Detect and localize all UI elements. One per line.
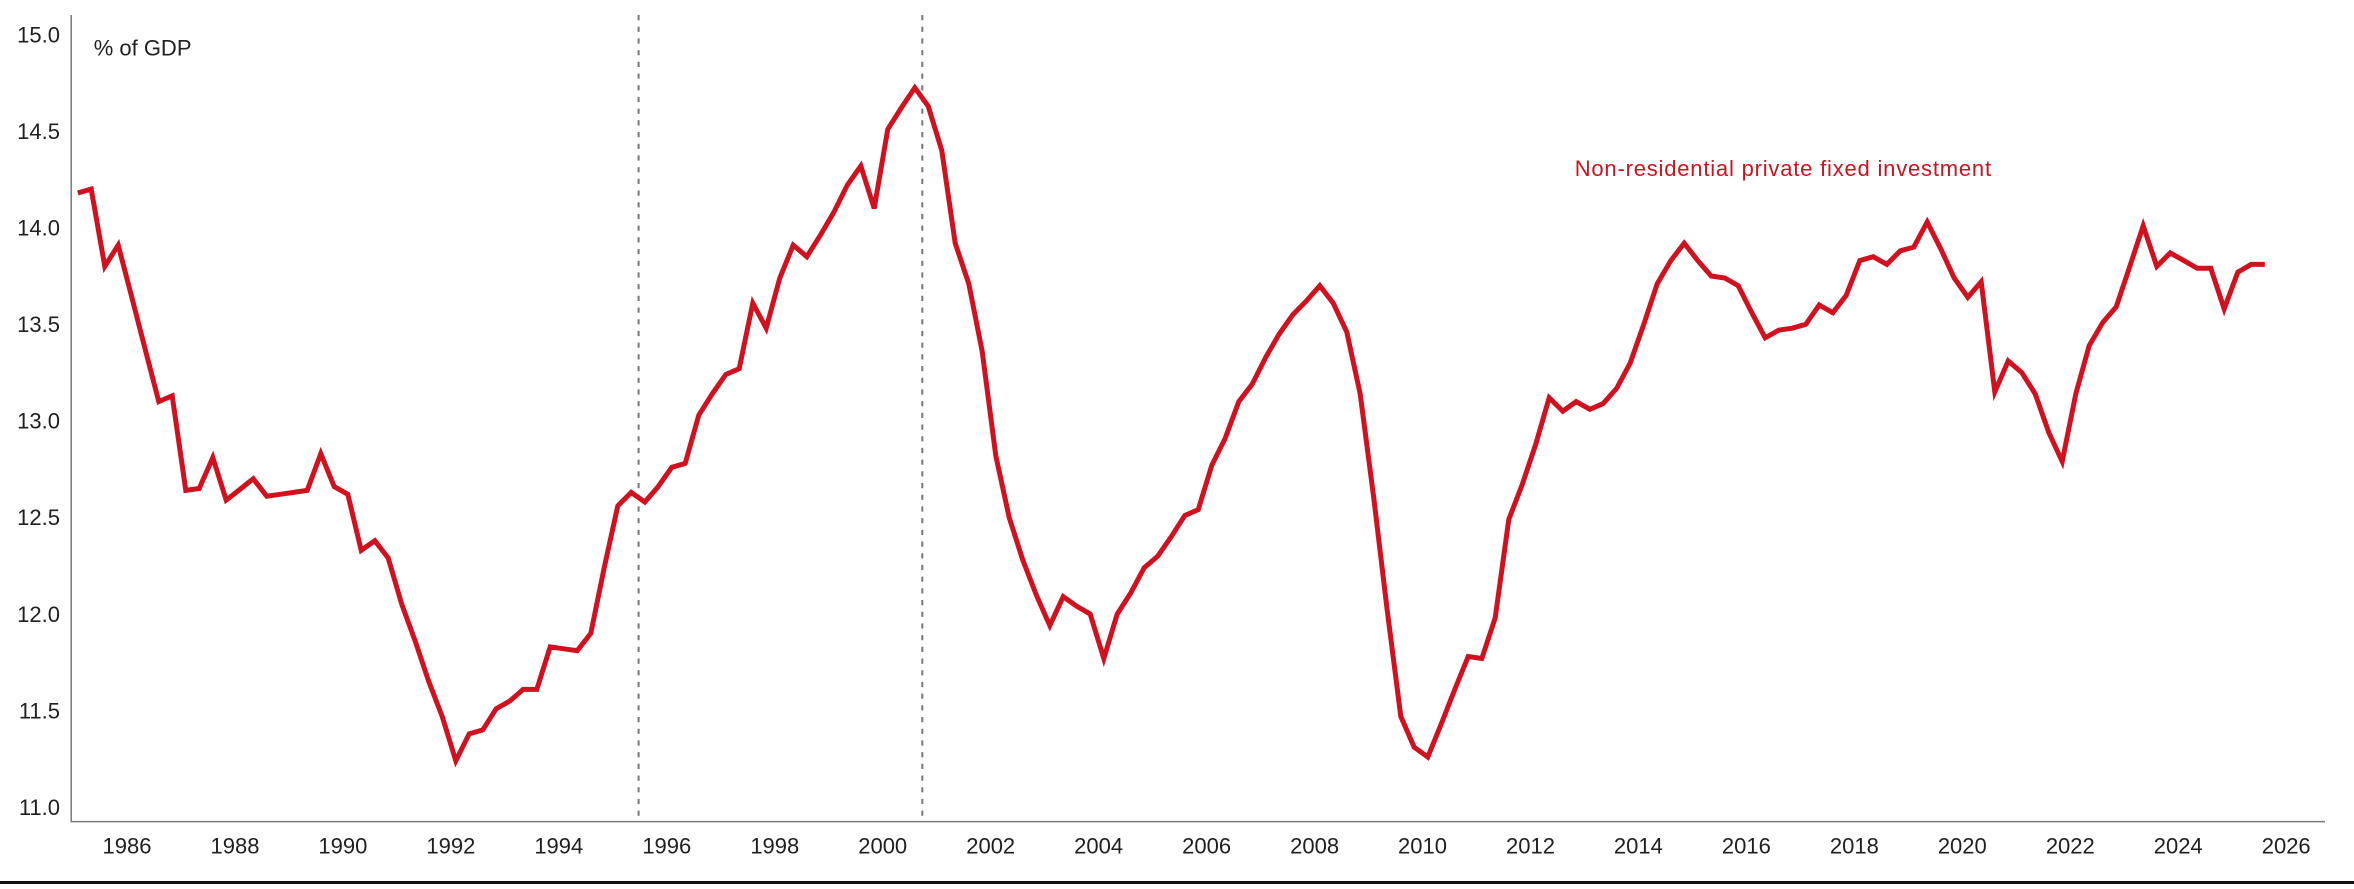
svg-text:Non-residential private fixed: Non-residential private fixed investment <box>1575 156 1992 181</box>
svg-text:2012: 2012 <box>1506 833 1555 858</box>
svg-text:14.0: 14.0 <box>17 215 60 240</box>
svg-text:2016: 2016 <box>1722 833 1771 858</box>
svg-text:12.0: 12.0 <box>17 602 60 627</box>
svg-text:13.0: 13.0 <box>17 409 60 434</box>
svg-text:15.0: 15.0 <box>17 22 60 47</box>
svg-text:1998: 1998 <box>750 833 799 858</box>
svg-text:2002: 2002 <box>966 833 1015 858</box>
svg-text:11.5: 11.5 <box>19 698 60 723</box>
svg-text:2006: 2006 <box>1182 833 1231 858</box>
svg-text:12.5: 12.5 <box>17 505 60 530</box>
svg-text:1994: 1994 <box>534 833 583 858</box>
svg-text:1988: 1988 <box>211 833 260 858</box>
svg-text:2000: 2000 <box>858 833 907 858</box>
svg-text:1986: 1986 <box>103 833 152 858</box>
svg-text:1996: 1996 <box>642 833 691 858</box>
svg-text:2020: 2020 <box>1938 833 1987 858</box>
svg-text:11.0: 11.0 <box>19 795 60 820</box>
svg-text:2010: 2010 <box>1398 833 1447 858</box>
svg-text:2024: 2024 <box>2154 833 2203 858</box>
svg-text:2022: 2022 <box>2046 833 2095 858</box>
svg-text:2008: 2008 <box>1290 833 1339 858</box>
svg-text:2026: 2026 <box>2262 833 2311 858</box>
svg-text:2018: 2018 <box>1830 833 1879 858</box>
svg-text:1990: 1990 <box>318 833 367 858</box>
svg-text:2014: 2014 <box>1614 833 1663 858</box>
svg-text:13.5: 13.5 <box>17 312 60 337</box>
svg-text:2004: 2004 <box>1074 833 1123 858</box>
svg-text:% of GDP: % of GDP <box>94 35 192 60</box>
svg-text:1992: 1992 <box>426 833 475 858</box>
svg-text:14.5: 14.5 <box>17 119 60 144</box>
